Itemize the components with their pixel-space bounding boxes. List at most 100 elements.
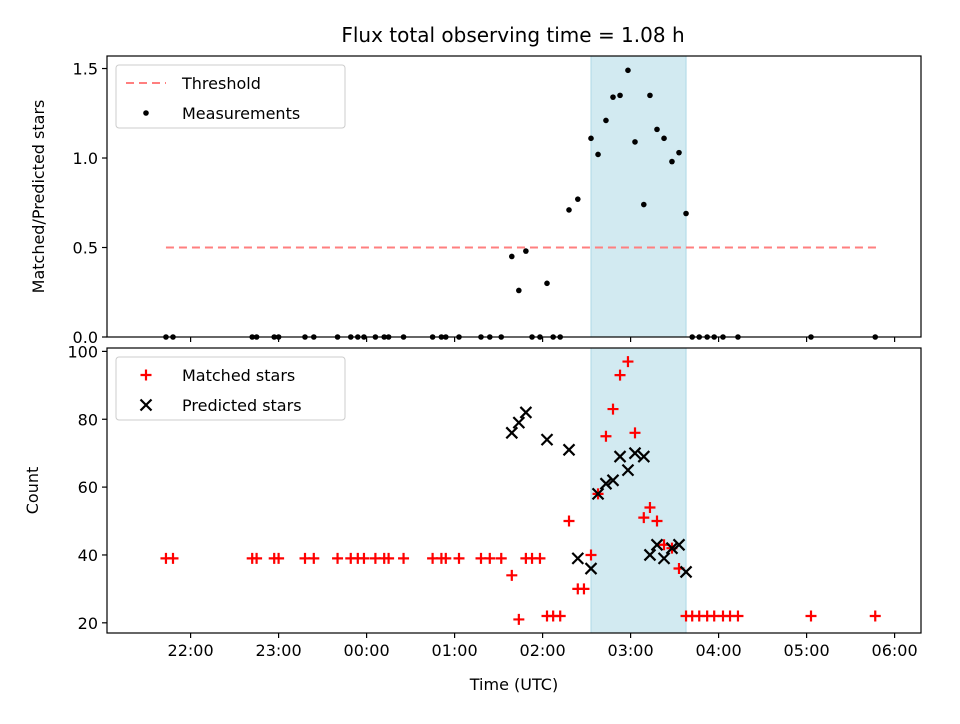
highlight-span [590,347,687,634]
matched-star-point [308,552,320,564]
predicted-star-point [540,433,554,446]
y-axis-label: Count [23,467,42,515]
measurement-point [654,126,660,133]
x-tick-label: 23:00 [256,641,302,660]
y-tick-label: 20 [78,614,98,633]
legend-measurement-swatch [143,110,149,116]
predicted-star-point [657,552,671,565]
predicted-star-point [613,450,627,463]
measurement-point [509,253,515,260]
y-tick-label: 40 [78,546,98,565]
matched-star-point [534,552,546,564]
matched-star-point [607,403,619,415]
matched-star-point [585,549,597,561]
legend: Threshold Measurements [115,64,346,129]
measurement-point [544,280,550,287]
chart-title: Flux total observing time = 1.08 h [341,23,684,47]
measurement-point [676,149,682,156]
measurement-point [595,151,601,158]
x-tick-label: 22:00 [168,641,214,660]
measurement-point [566,207,572,213]
legend-matched-swatch [140,369,152,381]
y-tick-label: 1.5 [73,60,98,79]
matched-star-point [453,552,465,564]
predicted-star-point [643,548,657,562]
legend-label: Predicted stars [182,396,302,415]
legend-label: Threshold [181,74,261,93]
predicted-star-point [606,474,620,487]
predicted-star-point [505,426,519,440]
measurement-point [588,135,594,142]
matched-star-point [622,356,634,368]
y-tick-label: 80 [78,410,98,429]
matched-star-point [273,552,285,564]
measurement-point [632,139,638,145]
measurement-point [641,201,647,208]
predicted-star-point [599,477,613,490]
matched-star-point [251,552,263,564]
matched-star-point [732,610,744,622]
matched-star-point [869,610,881,622]
x-tick-label: 05:00 [784,641,830,660]
y-tick-label: 0.0 [73,328,98,347]
measurement-point [661,135,667,142]
measurement-point [516,287,522,294]
matched-star-point [644,501,656,513]
x-tick-label: 04:00 [696,641,742,660]
predicted-star-point [562,443,576,457]
axes-frame [106,55,922,338]
bottom-panel: 20 40 60 80 100 22:00 23:00 00:00 01:00 02:00 03:0… [23,342,922,694]
measurement-point [647,92,653,99]
series-matched-stars [160,356,881,625]
matched-star-point [440,552,452,564]
matched-star-point [629,427,641,439]
matched-star-point [506,569,518,581]
predicted-star-point [672,538,686,552]
x-tick-label: 02:00 [520,641,566,660]
x-tick-label: 00:00 [344,641,390,660]
matched-star-point [513,613,525,625]
measurement-point [603,117,609,124]
axes-frame [106,347,922,634]
matched-star-point [554,610,566,622]
y-tick-label: 1.0 [73,149,98,168]
matched-star-point [638,512,650,524]
matched-star-point [578,583,590,595]
legend-label: Matched stars [182,366,295,385]
predicted-star-point [591,487,605,501]
measurement-point [617,92,623,99]
x-tick-label: 06:00 [872,641,918,660]
predicted-star-point [665,541,679,555]
matched-star-point [495,552,507,564]
y-tick-label: 60 [78,478,98,497]
series-predicted-stars [505,406,693,579]
y-tick-label: 0.5 [73,239,98,258]
x-tick-label: 01:00 [432,641,478,660]
predicted-star-point [679,565,693,579]
predicted-star-point [628,446,642,460]
x-tick-label: 03:00 [608,641,654,660]
measurement-point [610,94,616,100]
matched-star-point [805,610,817,622]
matched-star-point [651,515,663,527]
legend-box [115,64,346,129]
matched-star-point [484,552,496,564]
y-tick-label: 100 [67,342,98,361]
highlight-span [590,55,687,338]
measurement-point [669,158,675,165]
matched-star-point [332,552,344,564]
predicted-star-point [650,538,664,552]
matched-star-point [600,430,612,442]
matched-star-point [383,552,395,564]
predicted-star-point [512,416,526,429]
measurement-point [625,67,631,74]
predicted-star-point [519,406,533,419]
x-axis-label: Time (UTC) [469,675,558,694]
predicted-star-point [621,463,635,477]
measurement-point [523,248,529,254]
matched-star-point [614,369,626,381]
legend-box [115,356,346,421]
legend: Matched stars Predicted stars [115,356,346,421]
predicted-star-point [637,450,651,463]
